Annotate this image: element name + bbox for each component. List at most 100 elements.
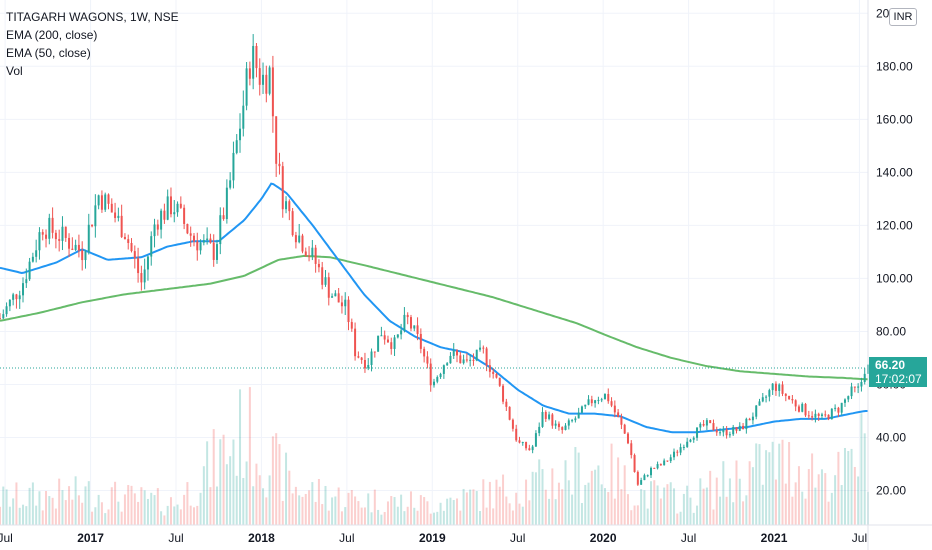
volume-bar [137,501,140,525]
candle-body [209,238,212,243]
volume-bar [469,489,472,525]
volume-bar [666,484,669,525]
volume-bar [347,492,350,525]
y-tick-label: 20.00 [876,484,906,498]
volume-bar [479,511,482,525]
candle-body [699,423,702,428]
volume-bar [281,500,284,525]
candle-body [801,403,804,412]
volume-bar [702,488,705,525]
candle-body [107,194,110,204]
volume-bar [669,482,672,525]
volume-bar [321,504,324,525]
candle-body [150,236,153,257]
volume-bar [696,505,699,525]
volume-bar [456,498,459,525]
volume-bar [811,453,814,525]
candle-body [640,480,643,485]
candle-body [271,67,274,117]
candle-body [400,330,403,335]
candle-body [278,163,281,167]
candle-body [623,424,626,434]
symbol-title[interactable]: TITAGARH WAGONS, 1W, NSE [6,10,179,24]
candle-body [439,373,442,378]
volume-bar [18,507,21,525]
candle-body [860,381,863,387]
ema200-legend[interactable]: EMA (200, close) [6,28,98,42]
volume-bar [771,441,774,525]
volume-bar [748,461,751,525]
volume-bar [41,510,44,525]
volume-legend[interactable]: Vol [6,64,23,78]
candle-body [715,430,718,433]
volume-bar [528,500,531,525]
ema50-legend[interactable]: EMA (50, close) [6,46,91,60]
candle-body [166,196,169,220]
volume-bar [61,490,64,525]
candle-body [97,195,100,206]
candle-body [321,267,324,285]
volume-bar [68,486,71,525]
candle-body [515,428,518,441]
candle-body [354,328,357,357]
candle-body [538,426,541,434]
volume-bar [620,489,623,525]
volume-bar [58,478,61,525]
candle-body [291,211,294,236]
volume-bar [51,497,54,525]
candle-body [475,349,478,361]
candle-body [225,187,228,220]
candle-body [610,401,613,406]
candle-body [5,306,8,315]
candle-body [196,241,199,251]
volume-bar [673,488,676,525]
volume-bar [91,511,94,525]
candle-body [807,415,810,417]
candle-body [456,350,459,356]
volume-bar [189,505,192,525]
volume-bar [291,493,294,525]
candle-body [219,215,222,245]
volume-bar [472,489,475,525]
volume-bar [640,489,643,525]
candle-body [452,350,455,356]
y-axis-ticks[interactable]: 20.0040.0060.0080.00100.00120.00140.0016… [876,6,913,497]
candle-body [548,414,551,419]
volume-bar [278,444,281,525]
candle-body [416,325,419,334]
candle-body [449,355,452,364]
volume-bar [262,488,265,525]
candle-body [367,364,370,369]
volume-bar [840,485,843,525]
candle-body [186,223,189,234]
volume-bar [301,496,304,525]
candle-body [643,475,646,481]
candle-body [554,423,557,426]
x-axis-ticks[interactable]: Jul 2017 Jul 2018 Jul 2019 Jul 2020 Jul 2021 Jul [0,531,867,545]
volume-bar [426,501,429,525]
volume-bar [84,486,87,525]
currency-badge[interactable]: INR [889,8,917,26]
candle-body [758,401,761,406]
candle-body [324,277,327,285]
candle-body [114,212,117,218]
volume-bar [834,475,837,525]
volume-bar [31,482,34,525]
volume-bar [81,502,84,525]
candle-body [2,314,5,319]
candle-body [722,429,725,433]
candle-body [857,386,860,388]
candle-body [163,210,166,220]
volume-bar [860,413,863,525]
volume-bar [409,491,412,525]
candle-body [45,234,48,239]
x-tick-label: 2017 [77,531,104,545]
volume-bar [843,447,846,525]
candle-body [22,283,25,296]
candle-body [442,365,445,374]
volume-bar [462,488,465,525]
candle-body [258,68,261,85]
candle-body [843,399,846,403]
candle-body [54,232,57,240]
